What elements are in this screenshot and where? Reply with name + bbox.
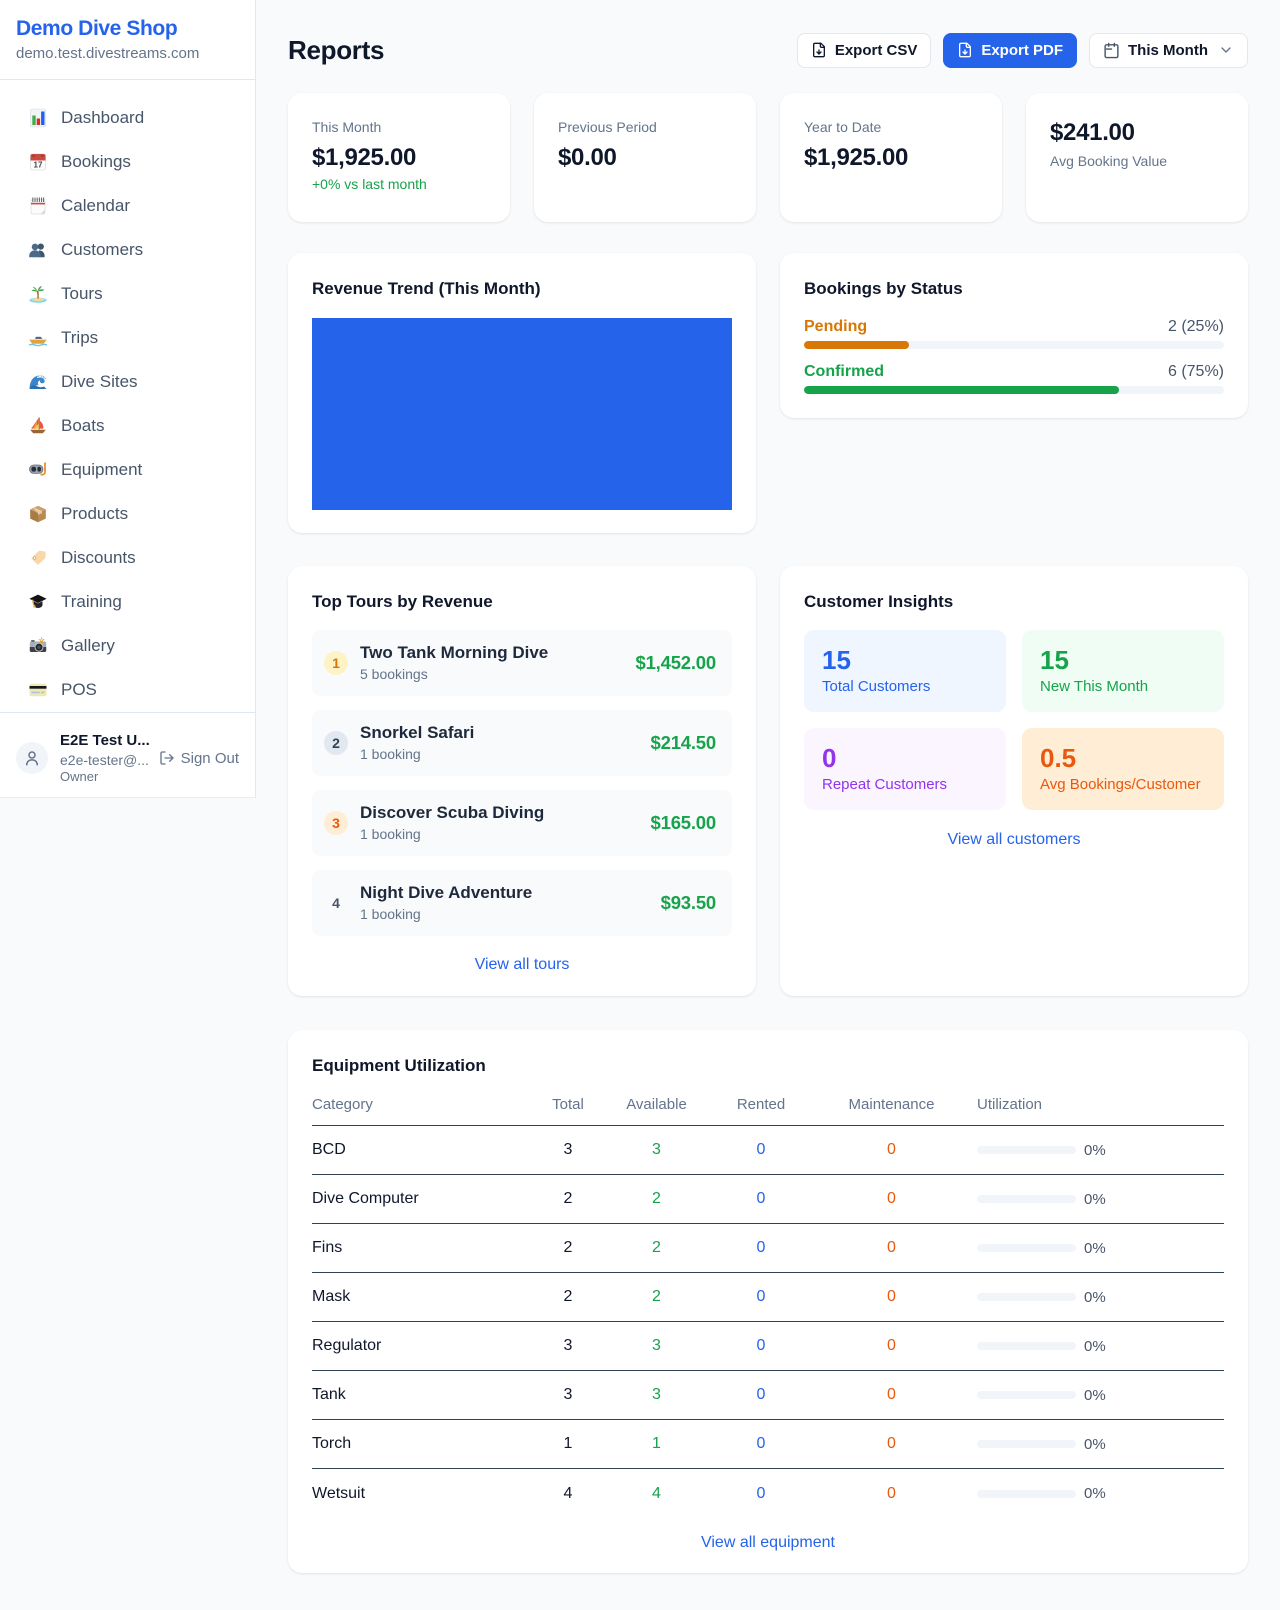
svg-text:17: 17 [34, 161, 43, 170]
